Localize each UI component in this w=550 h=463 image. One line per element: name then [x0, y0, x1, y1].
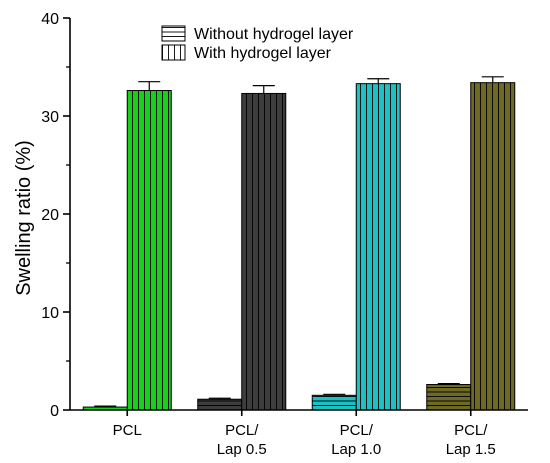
x-axis: PCL PCL/Lap 0.5 PCL/Lap 1.0 PCL/Lap 1.5: [70, 409, 528, 458]
y-tick-label: 40: [41, 11, 59, 28]
bar-pattern: [83, 407, 128, 410]
bar-pattern: [426, 384, 471, 410]
bar-pattern: [197, 399, 242, 410]
y-tick-label: 20: [41, 207, 59, 224]
y-axis: 0 10 20 30 40: [41, 11, 71, 420]
bar-pattern: [470, 82, 515, 411]
legend: Without hydrogel layer With hydrogel laye…: [161, 25, 354, 62]
x-tick-label: PCL/Lap 1.0: [331, 422, 381, 458]
bar-pattern: [241, 93, 286, 411]
bar-pattern: [312, 395, 357, 410]
legend-swatch-pattern: [162, 26, 185, 41]
x-tick-label: PCL/Lap 0.5: [217, 422, 267, 458]
bars-group: [82, 82, 516, 411]
x-tick-label: PCL: [113, 422, 142, 439]
bar-pattern: [127, 90, 172, 411]
x-tick-label: PCL/Lap 1.5: [446, 422, 496, 458]
y-axis-title: Swelling ratio (%): [13, 140, 35, 296]
legend-swatch-pattern: [162, 45, 185, 60]
error-bars-group: [94, 76, 504, 408]
bar-pattern: [356, 83, 401, 410]
y-tick-label: 0: [50, 403, 59, 420]
y-tick-label: 30: [41, 109, 59, 126]
legend-label: Without hydrogel layer: [194, 26, 354, 43]
legend-label: With hydrogel layer: [194, 45, 332, 62]
y-tick-label: 10: [41, 305, 59, 322]
